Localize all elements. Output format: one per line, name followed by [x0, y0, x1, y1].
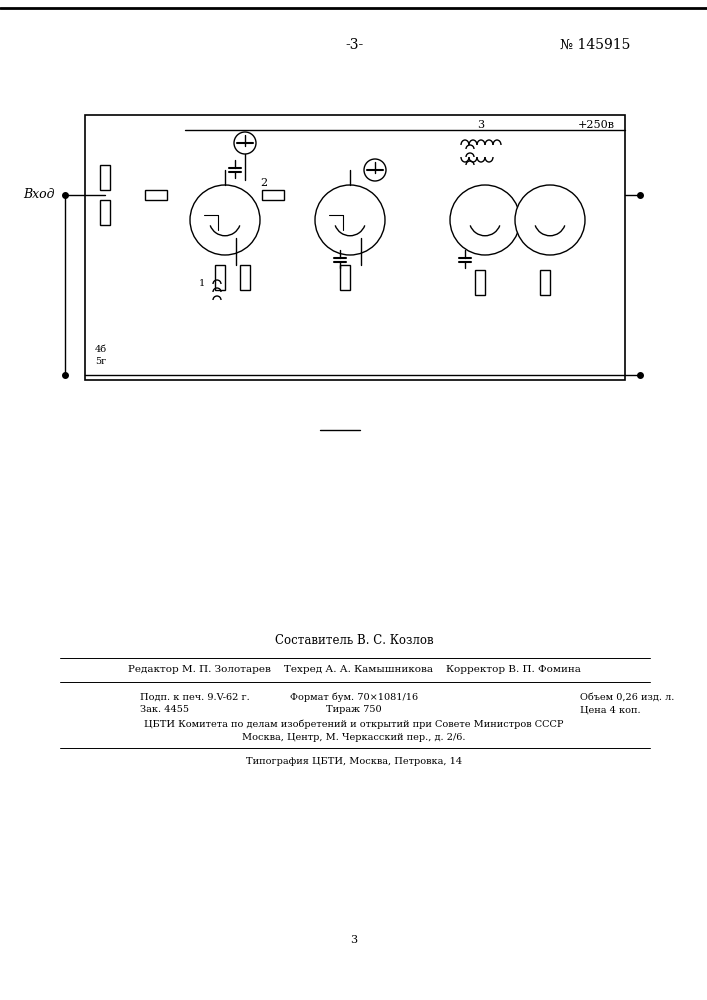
Text: № 145915: № 145915 — [560, 38, 631, 52]
Bar — [540, 270, 550, 295]
Text: 2: 2 — [260, 178, 267, 188]
Bar — [240, 265, 250, 290]
Circle shape — [364, 159, 386, 181]
Text: ЦБТИ Комитета по делам изобретений и открытий при Совете Министров СССР: ЦБТИ Комитета по делам изобретений и отк… — [144, 719, 563, 729]
Text: Редактор М. П. Золотарев    Техред А. А. Камышникова    Корректор В. П. Фомина: Редактор М. П. Золотарев Техред А. А. Ка… — [127, 666, 580, 674]
Text: Формат бум. 70×1081/16: Формат бум. 70×1081/16 — [290, 692, 418, 702]
Text: 3: 3 — [351, 935, 358, 945]
Circle shape — [190, 185, 260, 255]
Bar — [85, 115, 625, 380]
Text: Вход: Вход — [23, 188, 55, 202]
Text: Тираж 750: Тираж 750 — [326, 706, 382, 714]
Text: Зак. 4455: Зак. 4455 — [140, 706, 189, 714]
Bar — [262, 190, 284, 200]
Bar — [145, 190, 167, 200]
Text: 4б: 4б — [95, 346, 107, 355]
Text: +250в: +250в — [578, 120, 615, 130]
Circle shape — [315, 185, 385, 255]
Circle shape — [515, 185, 585, 255]
Text: Москва, Центр, М. Черкасский пер., д. 2/6.: Москва, Центр, М. Черкасский пер., д. 2/… — [243, 732, 466, 742]
Bar — [100, 200, 110, 225]
Text: Объем 0,26 изд. л.: Объем 0,26 изд. л. — [580, 692, 674, 702]
Text: 1: 1 — [199, 278, 205, 288]
Text: Типография ЦБТИ, Москва, Петровка, 14: Типография ЦБТИ, Москва, Петровка, 14 — [246, 758, 462, 766]
Text: 3: 3 — [477, 120, 484, 130]
Text: Подп. к печ. 9.V-62 г.: Подп. к печ. 9.V-62 г. — [140, 692, 250, 702]
Bar — [100, 165, 110, 190]
Text: Цена 4 коп.: Цена 4 коп. — [580, 706, 641, 714]
Text: 5г: 5г — [95, 358, 106, 366]
Circle shape — [450, 185, 520, 255]
Bar — [475, 270, 485, 295]
Bar — [215, 265, 225, 290]
Bar — [340, 265, 350, 290]
Text: -3-: -3- — [345, 38, 363, 52]
Text: Составитель В. С. Козлов: Составитель В. С. Козлов — [275, 634, 433, 647]
Circle shape — [234, 132, 256, 154]
